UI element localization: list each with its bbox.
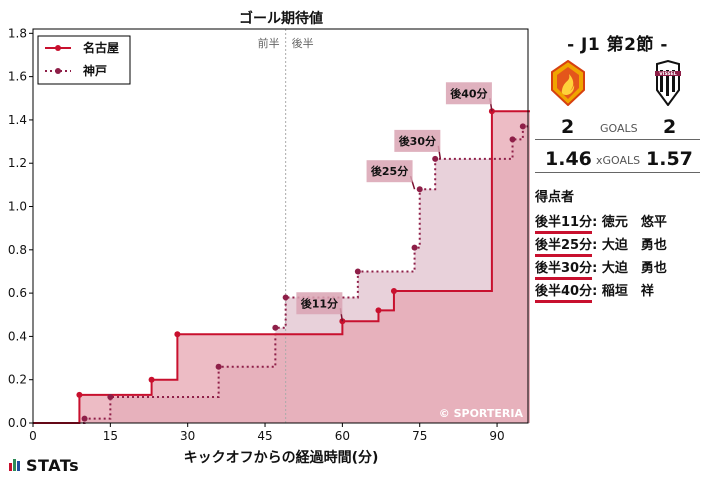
x-tick-label: 90 — [489, 429, 504, 443]
scorer-item: 後半30分: 大迫 勇也 — [535, 257, 667, 280]
xg-label: xGOALS — [596, 154, 641, 167]
x-axis-label: キックオフからの経過時間(分) — [184, 449, 379, 466]
data-point — [282, 294, 289, 301]
x-tick-label: 75 — [412, 429, 427, 443]
x-tick-label: 0 — [29, 429, 37, 443]
annotation-box — [394, 129, 441, 152]
data-point — [375, 307, 382, 314]
scorer-item: 後半11分: 徳元 悠平 — [535, 211, 667, 234]
y-tick-label: 0.0 — [8, 416, 27, 430]
goals-label: GOALS — [600, 122, 638, 135]
data-point — [76, 391, 83, 398]
away-xg: 1.57 — [646, 148, 693, 170]
legend-label: 名古屋 — [83, 40, 119, 55]
annotation-label: 後25分 — [371, 164, 408, 178]
scorer-time: 後半25分 — [535, 234, 593, 257]
watermark: © SPORTERIA — [439, 407, 524, 420]
data-point — [509, 136, 516, 143]
scorer-time: 後半11分 — [535, 211, 593, 234]
data-point — [354, 268, 361, 275]
data-point — [81, 415, 88, 422]
away-goals: 2 — [663, 116, 677, 138]
brand-name: STATs — [26, 456, 80, 475]
annotation-label: 後40分 — [450, 86, 487, 100]
x-tick-label: 60 — [335, 429, 350, 443]
xg-chart: ゴール期待値 前半 後半 0.0 0.2 0.4 0.6 0.8 1.0 1.2 1.4 1.6 1.… — [8, 10, 530, 466]
y-tick-label: 0.4 — [8, 329, 27, 343]
bars-icon — [9, 456, 21, 475]
divider — [535, 172, 700, 173]
home-goals: 2 — [561, 116, 575, 138]
y-tick-label: 1.6 — [8, 70, 27, 84]
series-line-home — [33, 110, 530, 424]
scorer-item: 後半40分: 稲垣 祥 — [535, 280, 654, 303]
scorer-time: 後半40分 — [535, 280, 593, 303]
legend-label: 神戸 — [83, 63, 107, 78]
home-xg: 1.46 — [545, 148, 592, 170]
nagoya-logo-icon — [551, 60, 585, 106]
brand-logo: STATs — [9, 456, 79, 475]
annotation-box — [445, 82, 492, 105]
y-tick-label: 1.0 — [8, 200, 27, 214]
y-tick-label: 0.6 — [8, 286, 27, 300]
half-label: 後半 — [292, 36, 314, 50]
data-point — [107, 394, 114, 401]
kobe-logo-icon: VISSEL — [655, 60, 681, 106]
chart-title: ゴール期待値 — [239, 10, 323, 27]
y-tick-label: 1.8 — [8, 26, 27, 40]
annotation-box — [366, 160, 413, 183]
area-home — [33, 111, 530, 423]
kobe-logo-text: VISSEL — [659, 71, 677, 77]
scorer-name: : 大迫 勇也 — [592, 261, 667, 276]
annotation-box — [296, 292, 343, 315]
legend-marker — [55, 45, 61, 51]
axes-frame — [32, 28, 529, 424]
data-point — [215, 363, 222, 370]
x-tick-label: 15 — [103, 429, 118, 443]
data-point — [148, 376, 155, 383]
scorers-title: 得点者 — [535, 190, 575, 205]
data-point — [272, 324, 279, 331]
scorer-item: 後半25分: 大迫 勇也 — [535, 234, 667, 257]
x-tick-label: 30 — [180, 429, 195, 443]
annotation-label: 後11分 — [301, 296, 338, 310]
scorer-name: : 大迫 勇也 — [592, 238, 667, 253]
legend-box — [37, 35, 131, 85]
data-point — [432, 155, 439, 162]
scorer-time: 後半30分 — [535, 257, 593, 280]
data-point — [174, 331, 181, 338]
y-tick-label: 0.2 — [8, 373, 27, 387]
data-point — [411, 244, 418, 251]
series-line-away — [33, 125, 530, 424]
scorer-name: : 稲垣 祥 — [592, 284, 654, 299]
half-label: 前半 — [258, 36, 280, 50]
data-point — [390, 287, 397, 294]
divider — [535, 139, 700, 140]
data-point — [519, 123, 526, 130]
y-tick-label: 1.2 — [8, 156, 27, 170]
y-tick-label: 1.4 — [8, 113, 27, 127]
data-point — [416, 186, 423, 193]
annotation-label: 後30分 — [399, 134, 436, 148]
x-tick-label: 45 — [257, 429, 272, 443]
legend-marker — [55, 68, 61, 74]
match-title: - J1 第2節 - — [567, 35, 668, 55]
scorer-name: : 徳元 悠平 — [592, 215, 667, 230]
y-tick-label: 0.8 — [8, 243, 27, 257]
